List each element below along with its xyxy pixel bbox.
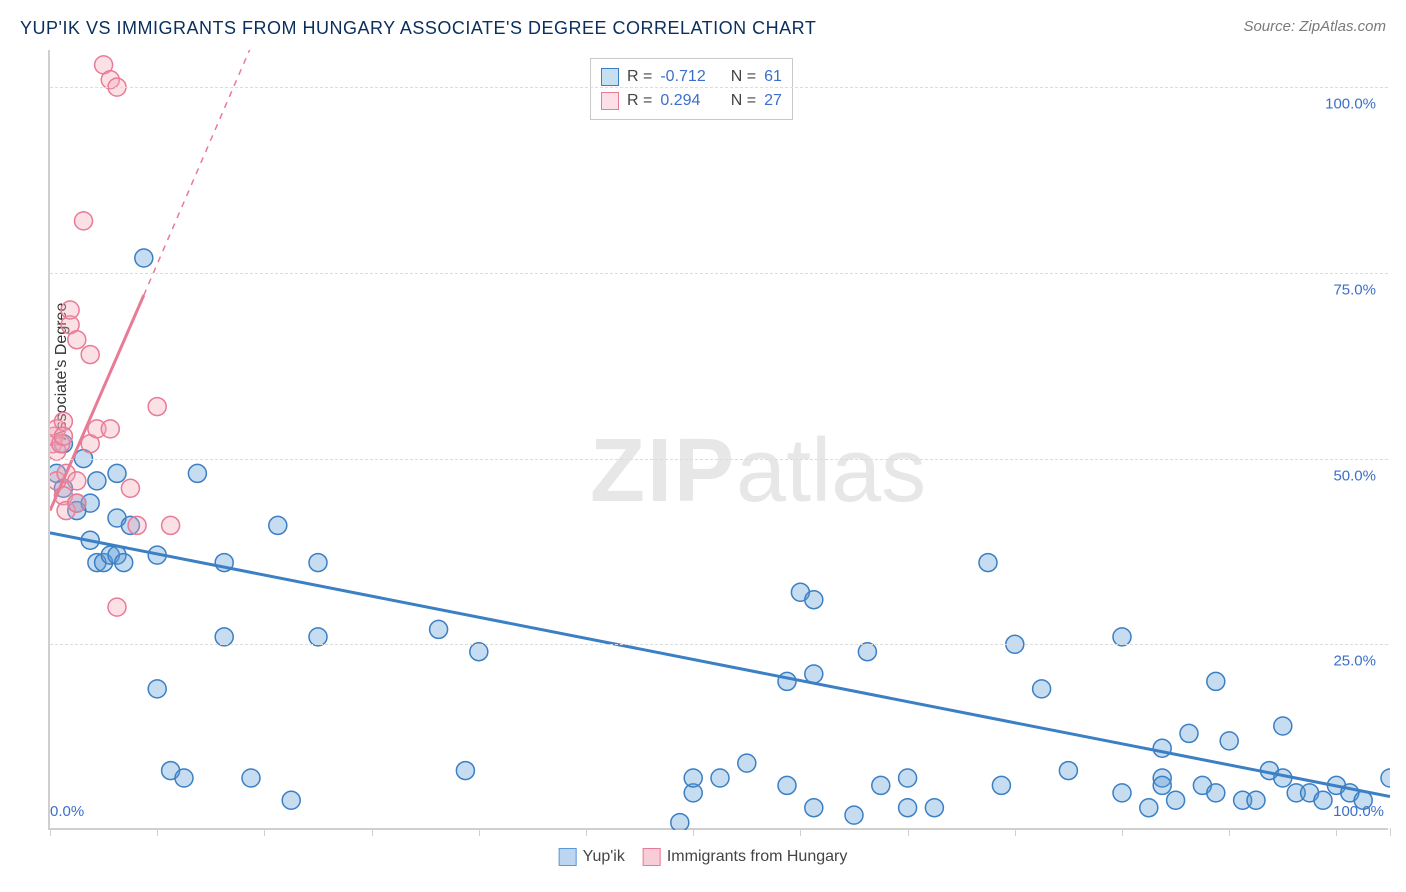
x-tick — [693, 828, 694, 836]
x-tick — [908, 828, 909, 836]
gridline — [50, 87, 1388, 88]
correlation-stats-box: R = -0.712 N = 61R = 0.294 N = 27 — [590, 58, 793, 120]
stat-n-label: N = — [726, 65, 756, 89]
stat-r-value: -0.712 — [660, 65, 718, 89]
series-swatch — [601, 92, 619, 110]
stat-n-value: 27 — [764, 89, 782, 113]
plot-region: R = -0.712 N = 61R = 0.294 N = 27 ZIPatl… — [48, 50, 1388, 830]
series-swatch — [601, 68, 619, 86]
x-tick — [1015, 828, 1016, 836]
stats-row: R = 0.294 N = 27 — [601, 89, 782, 113]
gridline — [50, 273, 1388, 274]
x-tick — [1122, 828, 1123, 836]
y-tick-label: 25.0% — [1333, 653, 1376, 670]
legend-bottom: Yup'ik Immigrants from Hungary — [559, 848, 848, 866]
stats-row: R = -0.712 N = 61 — [601, 65, 782, 89]
legend-label: Yup'ik — [583, 848, 625, 866]
stat-n-value: 61 — [764, 65, 782, 89]
y-tick-label: 100.0% — [1325, 96, 1376, 113]
gridline — [50, 644, 1388, 645]
x-tick — [1229, 828, 1230, 836]
x-tick-max: 100.0% — [1333, 803, 1384, 820]
x-tick — [586, 828, 587, 836]
stat-r-value: 0.294 — [660, 89, 718, 113]
source-attribution: Source: ZipAtlas.com — [1243, 18, 1386, 35]
x-tick — [264, 828, 265, 836]
stat-r-label: R = — [627, 89, 652, 113]
x-tick — [1390, 828, 1391, 836]
legend-label: Immigrants from Hungary — [667, 848, 848, 866]
x-tick — [372, 828, 373, 836]
chart-area: Associate's Degree R = -0.712 N = 61R = … — [48, 50, 1388, 830]
stat-r-label: R = — [627, 65, 652, 89]
gridline — [50, 459, 1388, 460]
x-tick — [800, 828, 801, 836]
x-tick — [157, 828, 158, 836]
chart-title: YUP'IK VS IMMIGRANTS FROM HUNGARY ASSOCI… — [20, 18, 816, 39]
y-tick-label: 50.0% — [1333, 467, 1376, 484]
legend-swatch — [559, 848, 577, 866]
y-tick-label: 75.0% — [1333, 281, 1376, 298]
x-tick-min: 0.0% — [50, 803, 84, 820]
legend-item: Immigrants from Hungary — [643, 848, 848, 866]
stat-n-label: N = — [726, 89, 756, 113]
legend-swatch — [643, 848, 661, 866]
scatter-svg — [50, 50, 1390, 830]
x-tick — [479, 828, 480, 836]
x-tick — [1336, 828, 1337, 836]
legend-item: Yup'ik — [559, 848, 625, 866]
x-tick — [50, 828, 51, 836]
